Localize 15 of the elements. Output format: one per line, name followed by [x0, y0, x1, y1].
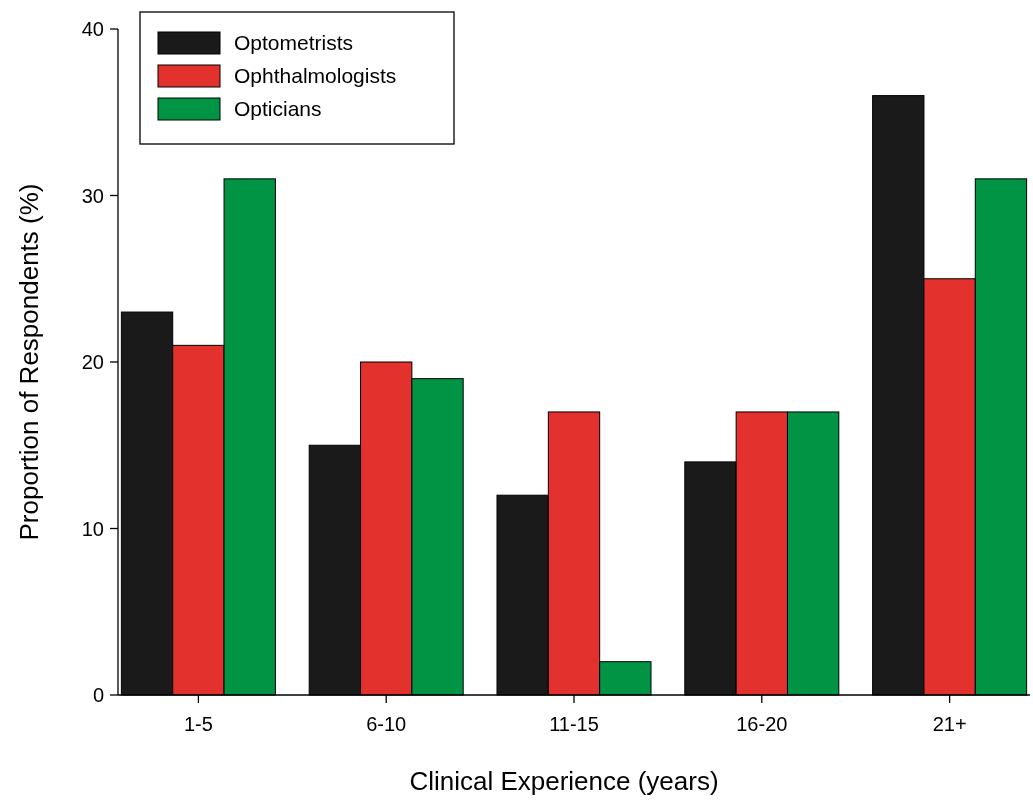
y-tick-label: 0	[92, 684, 104, 706]
legend-label: Optometrists	[234, 31, 354, 55]
y-tick-label: 40	[81, 18, 104, 40]
x-tick-label: 16-20	[736, 713, 788, 735]
x-tick-label: 1-5	[183, 713, 213, 735]
x-tick-label: 6-10	[366, 713, 407, 735]
y-axis-title: Proportion of Respondents (%)	[14, 183, 44, 541]
x-tick-label: 21+	[932, 713, 967, 735]
y-tick-label: 30	[81, 184, 104, 207]
y-tick-label: 20	[81, 351, 104, 373]
legend-label: Ophthalmologists	[234, 64, 397, 88]
x-axis-title: Clinical Experience (years)	[409, 766, 719, 796]
legend-label: Opticians	[234, 97, 322, 121]
y-tick-label: 10	[81, 517, 104, 540]
x-tick-label: 11-15	[549, 713, 599, 735]
